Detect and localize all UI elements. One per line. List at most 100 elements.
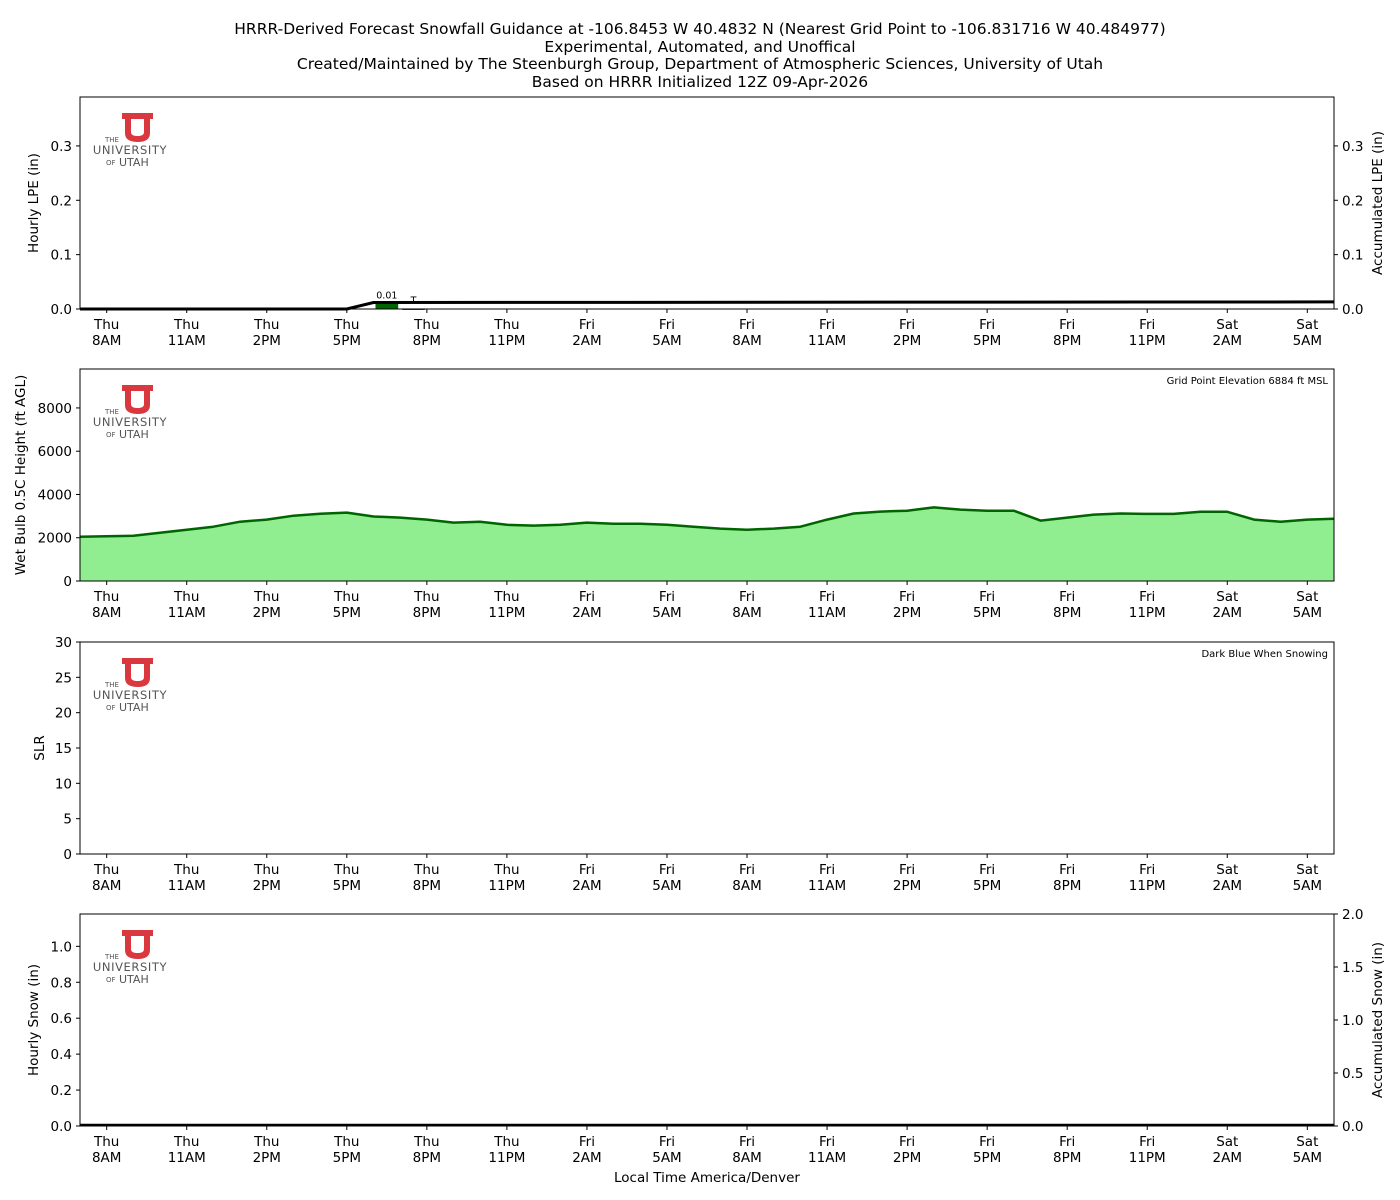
x-tick-time: 8PM — [413, 605, 441, 621]
x-tick-time: 8PM — [413, 333, 441, 349]
x-tick-day: Sat — [1216, 317, 1238, 333]
x-tick-time: 5PM — [333, 878, 361, 894]
plot-frame — [79, 96, 1335, 310]
x-tick-day: Fri — [579, 589, 595, 605]
x-tick-time: 11AM — [808, 878, 846, 894]
wetbulb-line — [79, 506, 1335, 538]
x-tick-time: 8PM — [1053, 605, 1081, 621]
x-tick-time: 2AM — [572, 333, 601, 349]
figure-title: HRRR-Derived Forecast Snowfall Guidance … — [0, 20, 1400, 91]
x-tick-day: Thu — [493, 1134, 519, 1150]
x-tick-time: 11AM — [168, 878, 206, 894]
x-tick-time: 8PM — [413, 1150, 441, 1166]
x-tick-time: 8AM — [92, 878, 121, 894]
x-tick-time: 2PM — [893, 605, 921, 621]
x-tick-day: Fri — [739, 589, 755, 605]
x-tick-day: Fri — [659, 862, 675, 878]
x-tick-day: Thu — [173, 1134, 199, 1150]
logo-university: UNIVERSITY — [93, 415, 168, 429]
x-tick-time: 8PM — [1053, 1150, 1081, 1166]
y-tick-label: 0 — [63, 574, 72, 590]
logo-of: OF — [106, 976, 116, 984]
x-tick-time: 2AM — [1213, 1150, 1242, 1166]
y-tick-label: 10 — [55, 776, 72, 792]
logo-the: THE — [104, 681, 119, 689]
university-u-icon — [122, 385, 153, 414]
x-tick-time: 2AM — [1213, 333, 1242, 349]
x-tick-time: 11PM — [488, 605, 525, 621]
y-tick-label: 2000 — [38, 531, 72, 547]
x-tick-time: 8AM — [92, 1150, 121, 1166]
plot-area — [80, 97, 1334, 309]
x-tick-day: Fri — [1139, 317, 1155, 333]
lpe-bar — [375, 303, 399, 309]
title-line-2: Experimental, Automated, and Unoffical — [544, 37, 856, 56]
x-tick-day: Thu — [93, 589, 119, 605]
y-tick-label: 25 — [55, 670, 72, 686]
y-tick-label: 0.0 — [51, 1119, 72, 1135]
x-tick-day: Fri — [979, 1134, 995, 1150]
x-tick-day: Fri — [1059, 317, 1075, 333]
x-tick-time: 11PM — [1129, 605, 1166, 621]
x-tick-day: Thu — [413, 1134, 439, 1150]
y2-axis-label: Accumulated Snow (in) — [1370, 942, 1386, 1098]
y-tick-label: 30 — [55, 635, 72, 651]
x-tick-time: 8AM — [732, 1150, 761, 1166]
x-tick-time: 5AM — [1293, 1150, 1322, 1166]
plot-area — [80, 642, 1334, 854]
x-tick-day: Fri — [1059, 1134, 1075, 1150]
x-tick-day: Fri — [899, 862, 915, 878]
x-tick-time: 11PM — [488, 878, 525, 894]
logo-university: UNIVERSITY — [93, 143, 168, 157]
x-tick-day: Fri — [979, 589, 995, 605]
y-tick-label: 8000 — [38, 401, 72, 417]
x-tick-day: Fri — [579, 1134, 595, 1150]
x-tick-time: 5PM — [973, 878, 1001, 894]
x-tick-day: Thu — [93, 862, 119, 878]
lpe-bar-label: 0.01 — [376, 291, 397, 302]
x-tick-time: 5PM — [973, 1150, 1001, 1166]
x-tick-time: 8PM — [1053, 333, 1081, 349]
x-tick-time: 11PM — [1129, 333, 1166, 349]
x-tick-time: 8PM — [413, 878, 441, 894]
x-tick-day: Thu — [333, 862, 359, 878]
x-tick-time: 11PM — [488, 333, 525, 349]
x-tick-day: Sat — [1216, 862, 1238, 878]
y-axis-label: SLR — [32, 735, 48, 760]
x-tick-day: Thu — [93, 317, 119, 333]
logo-utah: UTAH — [119, 156, 149, 169]
x-tick-time: 11AM — [808, 333, 846, 349]
x-tick-day: Thu — [413, 589, 439, 605]
x-tick-time: 11AM — [168, 333, 206, 349]
x-tick-day: Sat — [1296, 589, 1318, 605]
x-tick-day: Thu — [173, 317, 199, 333]
x-tick-time: 2PM — [253, 1150, 281, 1166]
x-tick-day: Fri — [819, 589, 835, 605]
logo-the: THE — [104, 136, 119, 144]
y-tick-label: 5 — [63, 812, 72, 828]
x-tick-time: 2AM — [572, 605, 601, 621]
y2-tick-label: 0.2 — [1342, 193, 1363, 209]
logo-of: OF — [106, 704, 116, 712]
university-u-icon — [122, 930, 153, 959]
x-tick-time: 8AM — [732, 333, 761, 349]
panel-annotation: Dark Blue When Snowing — [1201, 649, 1328, 660]
y2-tick-label: 0.3 — [1342, 139, 1363, 155]
x-tick-day: Fri — [659, 317, 675, 333]
x-tick-time: 2PM — [893, 1150, 921, 1166]
y2-tick-label: 0.5 — [1342, 1066, 1363, 1082]
y-axis-label: Hourly Snow (in) — [26, 964, 42, 1076]
y2-tick-label: 2.0 — [1342, 907, 1363, 923]
x-tick-day: Fri — [579, 862, 595, 878]
panel-annotation: Grid Point Elevation 6884 ft MSL — [1167, 376, 1329, 387]
x-tick-day: Fri — [819, 1134, 835, 1150]
y2-tick-label: 0.0 — [1342, 1119, 1363, 1135]
y-tick-label: 15 — [55, 741, 72, 757]
plot-area — [80, 914, 1334, 1126]
x-tick-day: Thu — [333, 317, 359, 333]
logo-the: THE — [104, 408, 119, 416]
x-tick-time: 2AM — [1213, 605, 1242, 621]
